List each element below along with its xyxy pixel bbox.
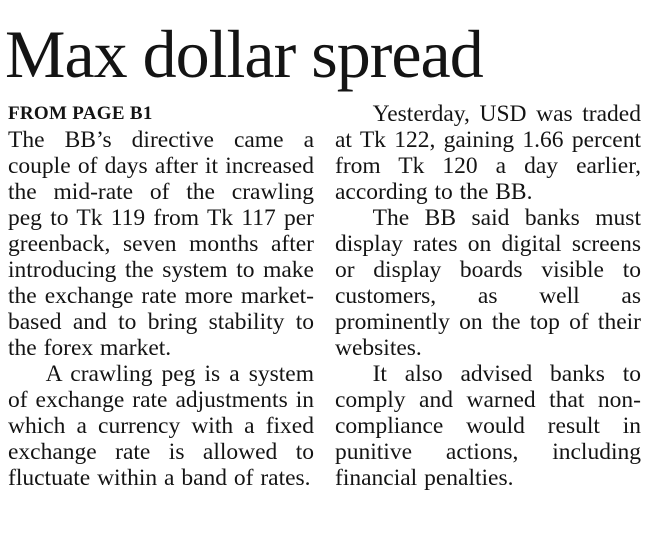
article-columns: FROM PAGE B1 The BB’s directive came a c… (8, 101, 641, 545)
article-paragraph: It also advised banks to comply and warn… (335, 361, 641, 491)
article-paragraph: A crawling peg is a system of exchange r… (8, 361, 314, 491)
article-paragraph: The BB said banks must display rates on … (335, 205, 641, 361)
continuation-kicker: FROM PAGE B1 (8, 103, 153, 124)
column-right: Yesterday, USD was traded at Tk 122, gai… (335, 101, 641, 545)
column-left: FROM PAGE B1 The BB’s directive came a c… (8, 101, 314, 545)
article-headline: Max dollar spread (5, 16, 484, 92)
article-paragraph: Yesterday, USD was traded at Tk 122, gai… (335, 101, 641, 205)
article-paragraph: The BB’s directive came a couple of days… (8, 127, 314, 361)
